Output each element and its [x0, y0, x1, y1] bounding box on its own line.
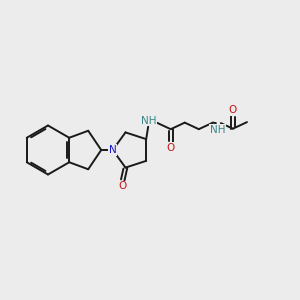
Text: O: O	[229, 105, 237, 115]
Text: O: O	[167, 143, 175, 153]
Text: NH: NH	[141, 116, 156, 126]
Text: N: N	[109, 145, 117, 155]
Text: NH: NH	[210, 124, 226, 135]
Text: O: O	[118, 181, 127, 191]
